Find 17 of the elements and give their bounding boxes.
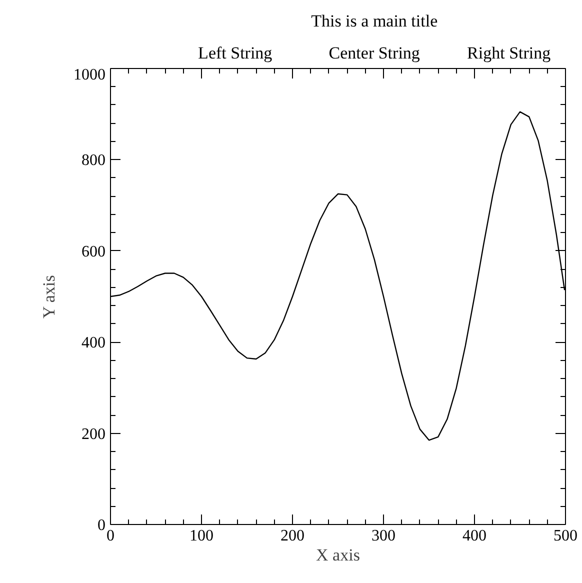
- y-tick-label: 400: [82, 334, 106, 352]
- text: Left String: [198, 44, 273, 62]
- x-axis-title: X axis: [316, 546, 360, 564]
- chart-title: This is a main title: [311, 12, 438, 30]
- y-tick-label: 0: [98, 517, 106, 534]
- y-tick-label: 1000: [74, 66, 106, 84]
- x-tick-label: 500: [554, 528, 578, 544]
- text: Center String: [328, 44, 420, 62]
- x-tick-label: 400: [462, 528, 486, 544]
- x-tick-label: 100: [190, 528, 214, 544]
- y-tick-label: 200: [82, 426, 106, 443]
- y-axis-title: Y axis: [40, 275, 58, 318]
- y-tick-label: 600: [82, 243, 106, 260]
- text: Right String: [467, 44, 552, 62]
- x-tick-label: 200: [280, 528, 304, 544]
- y-tick-label: 800: [82, 152, 106, 170]
- x-tick-label: 300: [372, 528, 396, 544]
